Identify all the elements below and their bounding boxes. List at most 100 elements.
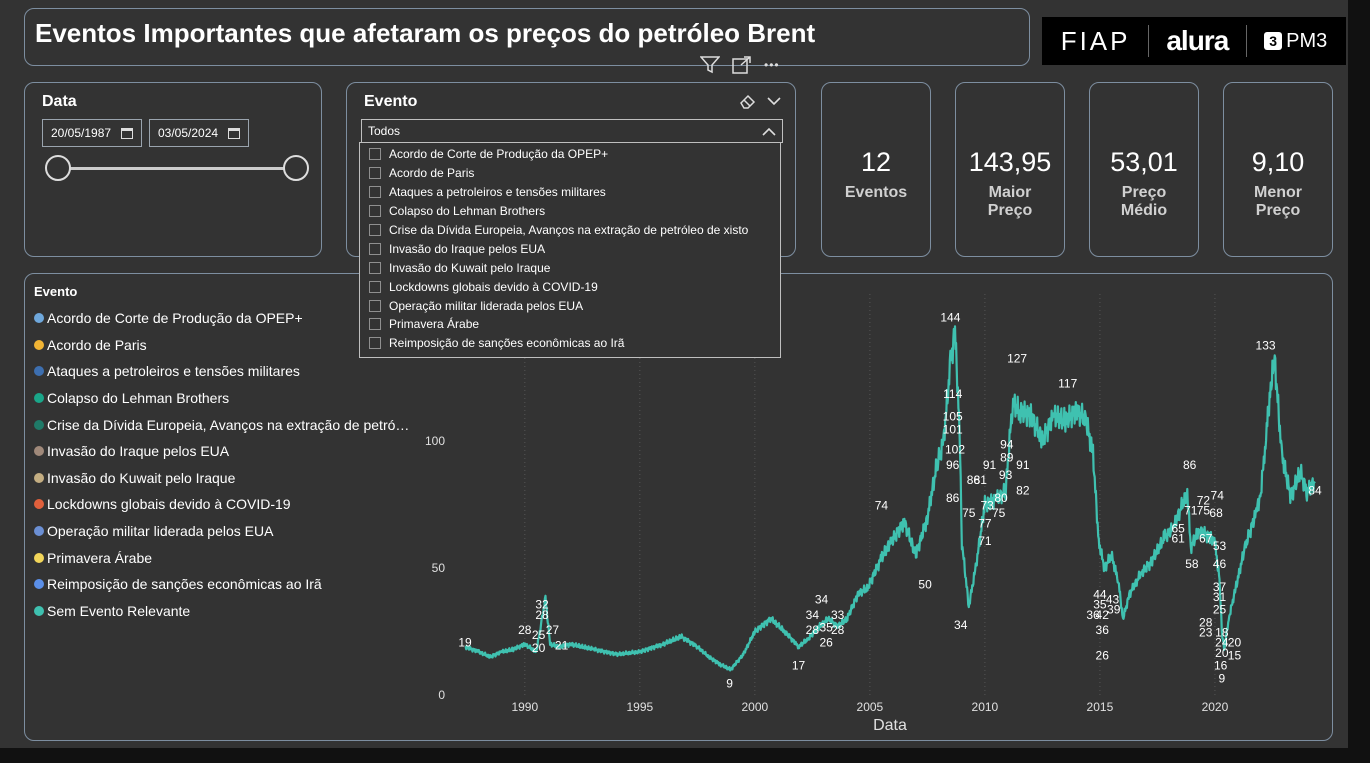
event-option-label: Invasão do Kuwait pelo Iraque	[389, 260, 551, 275]
legend-item[interactable]: Lockdowns globais devido à COVID-19	[34, 491, 409, 518]
legend-item[interactable]: Acordo de Corte de Produção da OPEP+	[34, 305, 409, 332]
legend-item[interactable]: Acordo de Paris	[34, 332, 409, 359]
sponsor-logos: FIAP alura 3 PM3	[1042, 17, 1346, 65]
legend-item[interactable]: Invasão do Iraque pelos EUA	[34, 438, 409, 465]
event-option[interactable]: Invasão do Kuwait pelo Iraque	[360, 258, 780, 277]
legend-item[interactable]: Crise da Dívida Europeia, Avanços na ext…	[34, 411, 409, 438]
event-option-checkbox[interactable]	[369, 148, 381, 161]
x-tick-label: 2000	[741, 700, 768, 714]
data-label: 86	[967, 473, 981, 487]
chart-legend: Evento Acordo de Corte de Produção da OP…	[34, 284, 409, 624]
pm3-logo: 3 PM3	[1264, 30, 1327, 53]
data-label: 44	[1093, 587, 1107, 601]
x-axis-title: Data	[873, 717, 907, 734]
data-label: 35	[819, 621, 833, 635]
x-tick-label: 2005	[857, 700, 884, 714]
event-option-checkbox[interactable]	[369, 205, 381, 218]
data-label: 94	[1000, 438, 1014, 452]
legend-title: Evento	[34, 284, 78, 299]
legend-items: Acordo de Corte de Produção da OPEP+ Acor…	[34, 305, 409, 624]
event-option[interactable]: Acordo de Paris	[360, 164, 780, 183]
data-label: 144	[940, 311, 960, 325]
legend-label: Reimposição de sanções econômicas ao Irã	[47, 576, 322, 593]
data-label: 68	[1209, 506, 1223, 520]
event-option[interactable]: Reimposição de sanções econômicas ao Irã	[360, 334, 780, 353]
chevron-up-icon[interactable]	[762, 127, 776, 136]
data-label: 28	[831, 623, 845, 637]
data-label: 61	[1171, 532, 1185, 546]
page-title: Eventos Importantes que afetaram os preç…	[35, 18, 816, 48]
more-options-icon[interactable]: •••	[764, 58, 780, 72]
event-option-checkbox[interactable]	[369, 224, 381, 236]
event-option-checkbox[interactable]	[369, 280, 381, 293]
calendar-icon[interactable]	[121, 127, 134, 139]
event-option[interactable]: Lockdowns globais devido à COVID-19	[360, 277, 780, 296]
data-label: 37	[1213, 580, 1227, 594]
legend-marker	[34, 419, 44, 430]
legend-item[interactable]: Primavera Árabe	[34, 544, 409, 571]
kpi-card-avg-price: 53,01 Preço Médio	[1089, 82, 1199, 257]
date-slicer-label: Data	[42, 93, 77, 110]
data-label: 24	[1215, 636, 1229, 650]
event-option-checkbox[interactable]	[369, 186, 381, 199]
data-label: 28	[535, 608, 549, 622]
event-option[interactable]: Crise da Dívida Europeia, Avanços na ext…	[360, 221, 780, 240]
event-option[interactable]: Primavera Árabe	[360, 315, 780, 334]
legend-item[interactable]: Operação militar liderada pelos EUA	[34, 518, 409, 545]
kpi-label: Eventos	[844, 184, 908, 201]
kpi-label: Maior Preço	[987, 184, 1033, 219]
end-date-input[interactable]: 03/05/2024	[149, 119, 249, 147]
pm3-logo-text: PM3	[1286, 29, 1328, 52]
focus-mode-icon[interactable]	[732, 56, 752, 74]
brent-price-line-chart[interactable]: 1990 1995 2000 2005 2010 2015 2020050100Data19…	[25, 274, 1334, 742]
legend-marker	[34, 313, 44, 324]
legend-marker	[34, 472, 44, 483]
event-option[interactable]: Operação militar liderada pelos EUA	[360, 296, 780, 315]
data-label: 53	[1213, 539, 1227, 553]
legend-item[interactable]: Sem Evento Relevante	[34, 598, 409, 625]
data-label: 102	[945, 443, 965, 457]
end-slider-handle[interactable]	[283, 155, 309, 181]
chevron-down-icon[interactable]	[767, 96, 781, 106]
eraser-icon[interactable]	[739, 93, 757, 109]
legend-item[interactable]: Invasão do Kuwait pelo Iraque	[34, 465, 409, 492]
kpi-value: 143,95	[968, 147, 1052, 177]
legend-item[interactable]: Colapso do Lehman Brothers	[34, 385, 409, 412]
data-label: 27	[546, 623, 560, 637]
legend-item[interactable]: Ataques a petroleiros e tensões militare…	[34, 358, 409, 385]
event-option-checkbox[interactable]	[369, 299, 381, 312]
event-option-checkbox[interactable]	[369, 242, 381, 255]
event-option[interactable]: Ataques a petroleiros e tensões militare…	[360, 183, 780, 202]
event-option-label: Colapso do Lehman Brothers	[389, 204, 546, 219]
event-option-checkbox[interactable]	[369, 337, 381, 350]
y-tick-label: 0	[438, 688, 445, 702]
date-range-slider-track[interactable]	[59, 167, 295, 170]
event-option-checkbox[interactable]	[369, 167, 381, 180]
legend-label: Acordo de Paris	[47, 336, 147, 353]
data-label: 86	[1183, 458, 1197, 472]
legend-label: Sem Evento Relevante	[47, 602, 191, 619]
alura-logo: alura	[1166, 25, 1229, 56]
logo-divider	[1147, 25, 1149, 57]
data-label: 50	[918, 577, 932, 591]
filter-icon[interactable]	[700, 56, 720, 74]
event-option[interactable]: Colapso do Lehman Brothers	[360, 202, 780, 221]
data-label: 33	[831, 608, 845, 622]
data-label: 18	[1215, 626, 1229, 640]
event-option[interactable]: Acordo de Corte de Produção da OPEP+	[360, 145, 780, 164]
data-label: 75	[1197, 504, 1211, 518]
event-option[interactable]: Invasão do Iraque pelos EUA	[360, 239, 780, 258]
event-dropdown[interactable]: Todos	[361, 119, 783, 143]
data-label: 101	[943, 422, 963, 436]
calendar-icon[interactable]	[228, 127, 241, 139]
legend-label: Invasão do Kuwait pelo Iraque	[47, 469, 236, 486]
start-slider-handle[interactable]	[45, 155, 71, 181]
event-option-checkbox[interactable]	[369, 318, 381, 331]
legend-marker	[34, 526, 44, 537]
event-dropdown-list: Acordo de Corte de Produção da OPEP+ Acor…	[359, 142, 781, 358]
y-tick-label: 50	[432, 561, 446, 575]
start-date-input[interactable]: 20/05/1987	[42, 119, 142, 147]
data-label: 23	[1199, 626, 1213, 640]
legend-item[interactable]: Reimposição de sanções econômicas ao Irã	[34, 571, 409, 598]
event-option-checkbox[interactable]	[369, 261, 381, 274]
